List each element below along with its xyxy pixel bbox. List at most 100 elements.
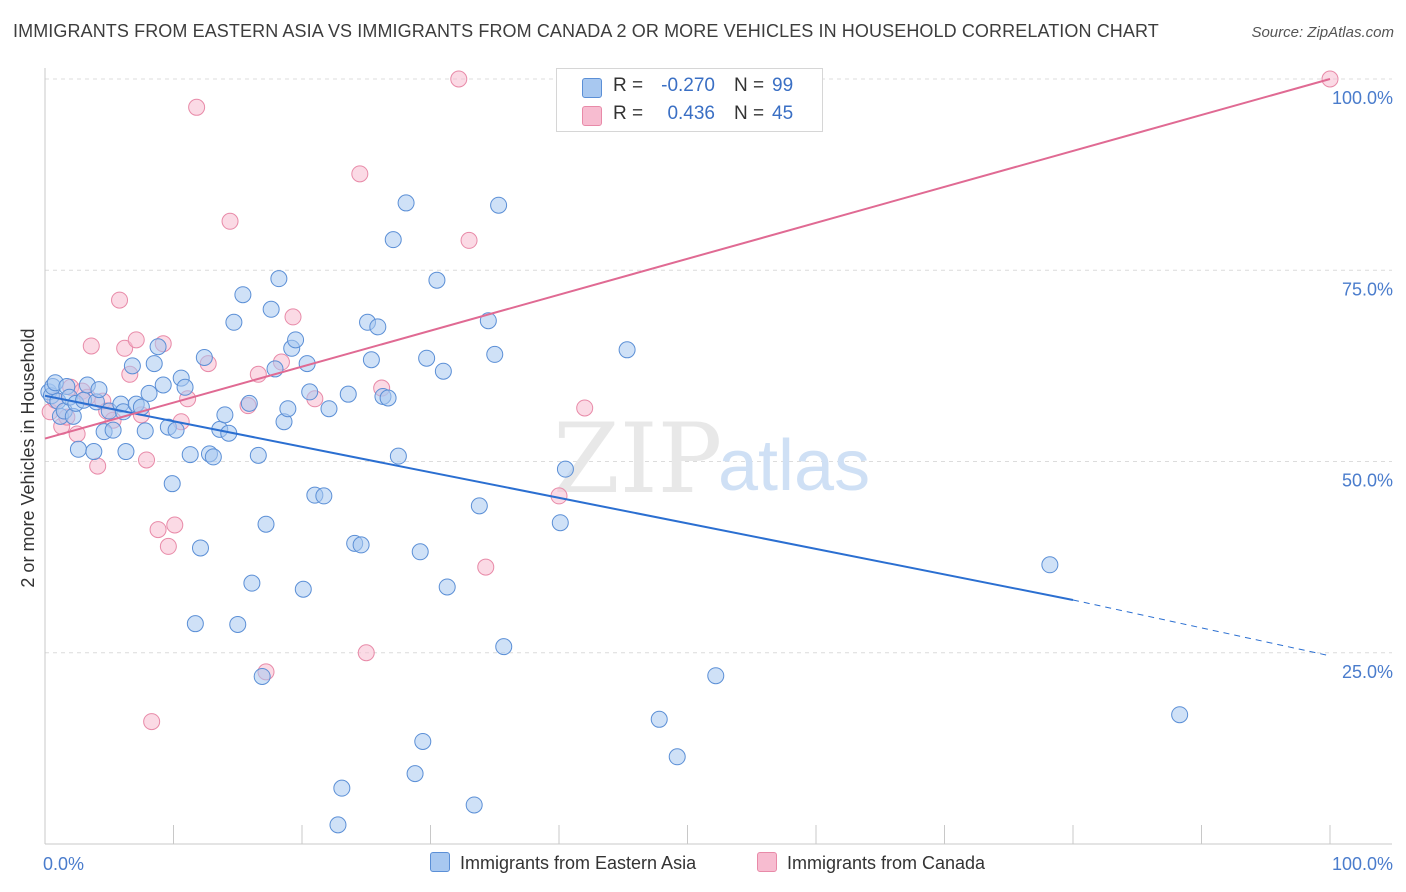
data-point-eastern-asia — [465, 796, 483, 814]
data-point-eastern-asia — [167, 421, 185, 439]
legend-swatch-pink — [582, 106, 602, 126]
series-swatch-pink — [757, 852, 777, 872]
series-name: Immigrants from Canada — [787, 853, 986, 873]
data-point-canada — [138, 451, 156, 469]
data-point-canada — [111, 291, 129, 309]
legend-r-value: -0.270 — [661, 75, 715, 96]
data-point-eastern-asia — [117, 443, 135, 461]
x-tick-labels: 0.0% 100.0% — [43, 854, 1393, 874]
data-point-canada — [82, 337, 100, 355]
data-point-eastern-asia — [329, 816, 347, 834]
data-point-eastern-asia — [104, 421, 122, 439]
data-point-eastern-asia — [253, 667, 271, 685]
data-point-eastern-asia — [438, 578, 456, 596]
data-point-eastern-asia — [315, 487, 333, 505]
y-tick-label: 50.0% — [1342, 471, 1393, 491]
data-point-eastern-asia — [397, 194, 415, 212]
data-point-eastern-asia — [320, 400, 338, 418]
data-point-eastern-asia — [195, 348, 213, 366]
watermark-zip: ZIP — [553, 403, 722, 515]
data-point-canada — [284, 308, 302, 326]
trend-line-eastern-asia-extension — [1072, 599, 1331, 657]
data-point-eastern-asia — [234, 286, 252, 304]
data-point-eastern-asia — [262, 300, 280, 318]
data-point-eastern-asia — [490, 196, 508, 214]
data-point-eastern-asia — [149, 338, 167, 356]
data-point-eastern-asia — [186, 615, 204, 633]
x-tick-label: 100.0% — [1332, 854, 1393, 874]
data-point-canada — [357, 644, 375, 662]
data-point-eastern-asia — [301, 383, 319, 401]
data-point-canada — [116, 339, 134, 357]
data-point-eastern-asia — [379, 389, 397, 407]
watermark-atlas: atlas — [718, 426, 870, 506]
data-point-eastern-asia — [204, 448, 222, 466]
data-point-eastern-asia — [85, 443, 103, 461]
legend-n-value: 45 — [772, 103, 794, 124]
data-point-canada — [576, 399, 594, 417]
data-point-eastern-asia — [191, 539, 209, 557]
chart-title: IMMIGRANTS FROM EASTERN ASIA VS IMMIGRAN… — [13, 21, 1159, 41]
trend-lines — [44, 78, 1331, 657]
data-point-eastern-asia — [470, 497, 488, 515]
legend-n-label: N = — [734, 103, 765, 124]
data-point-canada — [143, 713, 161, 731]
data-point-eastern-asia — [176, 378, 194, 396]
legend-r-label: R = — [613, 103, 644, 124]
data-point-canada — [149, 521, 167, 539]
series-legend-eastern-asia: Immigrants from Eastern Asia — [430, 852, 696, 874]
data-point-eastern-asia — [411, 543, 429, 561]
data-point-eastern-asia — [333, 779, 351, 797]
data-point-eastern-asia — [362, 351, 380, 369]
data-point-eastern-asia — [650, 710, 668, 728]
legend-swatch-blue — [582, 78, 602, 98]
data-point-eastern-asia — [257, 515, 275, 533]
data-point-eastern-asia — [216, 406, 234, 424]
data-point-eastern-asia — [707, 667, 725, 685]
y-tick-label: 25.0% — [1342, 662, 1393, 682]
data-point-canada — [166, 516, 184, 534]
y-axis-label: 2 or more Vehicles in Household — [18, 328, 38, 587]
series-swatch-blue — [430, 852, 450, 872]
data-point-eastern-asia — [618, 341, 636, 359]
data-point-eastern-asia — [243, 574, 261, 592]
series-name: Immigrants from Eastern Asia — [460, 853, 697, 873]
data-point-eastern-asia — [556, 460, 574, 478]
data-point-eastern-asia — [90, 381, 108, 399]
data-point-canada — [351, 165, 369, 183]
data-point-canada — [450, 70, 468, 88]
y-tick-label: 75.0% — [1342, 279, 1393, 299]
data-point-eastern-asia — [181, 446, 199, 464]
data-point-eastern-asia — [249, 446, 267, 464]
data-point-eastern-asia — [428, 271, 446, 289]
data-point-eastern-asia — [294, 580, 312, 598]
data-point-eastern-asia — [240, 394, 258, 412]
data-point-canada — [127, 331, 145, 349]
data-point-eastern-asia — [287, 331, 305, 349]
correlation-legend: R = -0.270 N = 99 R = 0.436 N = 45 — [556, 68, 823, 132]
data-point-eastern-asia — [1041, 556, 1059, 574]
data-point-eastern-asia — [414, 732, 432, 750]
data-point-eastern-asia — [145, 355, 163, 373]
legend-n-label: N = — [734, 75, 765, 96]
data-point-eastern-asia — [136, 422, 154, 440]
trend-line-eastern-asia — [44, 394, 1074, 601]
data-point-canada — [221, 212, 239, 230]
data-point-canada — [159, 537, 177, 555]
data-point-eastern-asia — [1171, 706, 1189, 724]
data-point-eastern-asia — [434, 362, 452, 380]
data-point-eastern-asia — [479, 312, 497, 330]
data-point-eastern-asia — [163, 475, 181, 493]
y-tick-label: 100.0% — [1332, 88, 1393, 108]
data-point-eastern-asia — [369, 318, 387, 336]
legend-n-value: 99 — [772, 75, 794, 96]
data-point-eastern-asia — [418, 349, 436, 367]
data-point-eastern-asia — [551, 514, 569, 532]
data-point-eastern-asia — [279, 400, 297, 418]
data-point-eastern-asia — [229, 615, 247, 633]
data-point-eastern-asia — [486, 345, 504, 363]
grid-lines — [45, 78, 1392, 654]
data-point-eastern-asia — [389, 447, 407, 465]
data-point-eastern-asia — [406, 765, 424, 783]
